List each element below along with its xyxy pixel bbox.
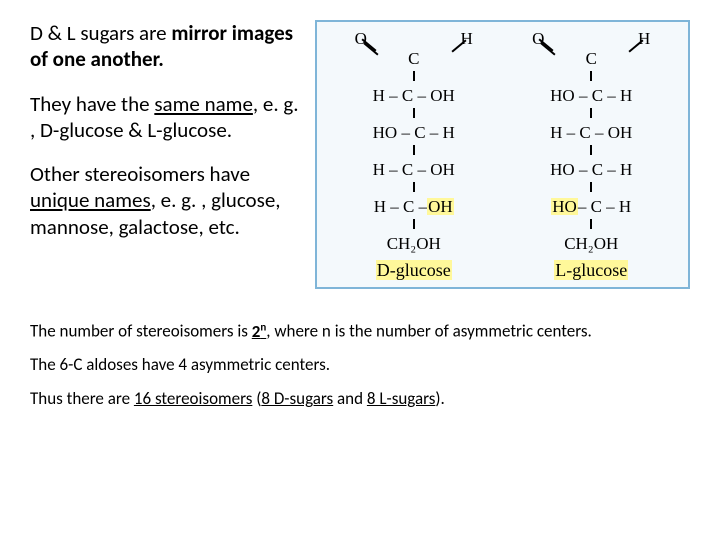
l-bottom-row: CH₂OH	[550, 233, 632, 253]
b3b: 16 stereoisomers	[134, 388, 252, 409]
para-mirror-images: D & L sugars are mirror images of one an…	[30, 20, 300, 73]
para3-underline: unique names	[30, 187, 151, 213]
bond-vertical	[373, 179, 455, 196]
l-row-1: HO – C – H	[550, 85, 632, 105]
bond-vertical	[373, 216, 455, 233]
bond-vertical	[373, 105, 455, 122]
d-bottom-row: CH₂OH	[373, 233, 455, 253]
top-section: D & L sugars are mirror images of one an…	[30, 20, 690, 289]
l-row-2: H – C – OH	[550, 122, 632, 142]
b1d: , where n is the number of asymmetric ce…	[266, 321, 592, 342]
l-pen-highlight: HO	[551, 198, 578, 215]
b3g: ).	[435, 388, 444, 409]
b3f: 8 L-sugars	[367, 388, 436, 409]
d-carbonyl-top: O H C	[373, 32, 455, 68]
d-glucose-structure: O H C H – C – OH HO – C – H H – C – OH H…	[373, 32, 455, 279]
aldose-centers-line: The 6-C aldoses have 4 asymmetric center…	[30, 353, 690, 377]
b1a: The number of stereoisomers is	[30, 321, 252, 342]
para2-text1: They have the	[30, 91, 154, 117]
carbon-atom: C	[586, 50, 597, 67]
l-label-text: L-glucose	[554, 260, 628, 280]
para3-text1: Other stereoisomers have	[30, 161, 250, 187]
l-penultimate-row: HO – C – H	[550, 196, 632, 216]
bond-vertical	[373, 68, 455, 85]
stereoisomer-count-line: Thus there are 16 stereoisomers (8 D-sug…	[30, 387, 690, 411]
molecule-diagram-box: O H C H – C – OH HO – C – H H – C – OH H…	[315, 20, 690, 289]
para-unique-names: Other stereoisomers have unique names, e…	[30, 161, 300, 240]
l-row-3: HO – C – H	[550, 159, 632, 179]
carbon-atom: C	[408, 50, 419, 67]
l-pen-right: – C – H	[578, 198, 631, 215]
b3d: 8 D-sugars	[261, 388, 333, 409]
bond-vertical	[550, 142, 632, 159]
hydrogen-atom: H	[638, 30, 650, 47]
para2-underline: same name	[154, 91, 253, 117]
stereoisomer-formula-line: The number of stereoisomers is 2n, where…	[30, 319, 690, 343]
d-pen-highlight: OH	[427, 198, 454, 215]
l-glucose-label: L-glucose	[550, 261, 632, 279]
bond-vertical	[550, 179, 632, 196]
bond-vertical	[550, 68, 632, 85]
d-penultimate-row: H – C – OH	[373, 196, 455, 216]
d-label-text: D-glucose	[376, 260, 452, 280]
d-row-1: H – C – OH	[373, 85, 455, 105]
b3c: (	[252, 388, 261, 409]
bond-vertical	[373, 142, 455, 159]
bond-vertical	[550, 216, 632, 233]
para-same-name: They have the same name, e. g. , D-gluco…	[30, 91, 300, 144]
b3e: and	[333, 388, 367, 409]
b3a: Thus there are	[30, 388, 134, 409]
d-row-3: H – C – OH	[373, 159, 455, 179]
bond-vertical	[550, 105, 632, 122]
l-carbonyl-top: O H C	[550, 32, 632, 68]
l-glucose-structure: O H C HO – C – H H – C – OH HO – C – H H…	[550, 32, 632, 279]
para1-text: D & L sugars are	[30, 20, 171, 46]
d-row-2: HO – C – H	[373, 122, 455, 142]
d-glucose-label: D-glucose	[373, 261, 455, 279]
bottom-text-section: The number of stereoisomers is 2n, where…	[30, 319, 690, 411]
text-column: D & L sugars are mirror images of one an…	[30, 20, 300, 289]
d-pen-left: H – C –	[374, 198, 427, 215]
